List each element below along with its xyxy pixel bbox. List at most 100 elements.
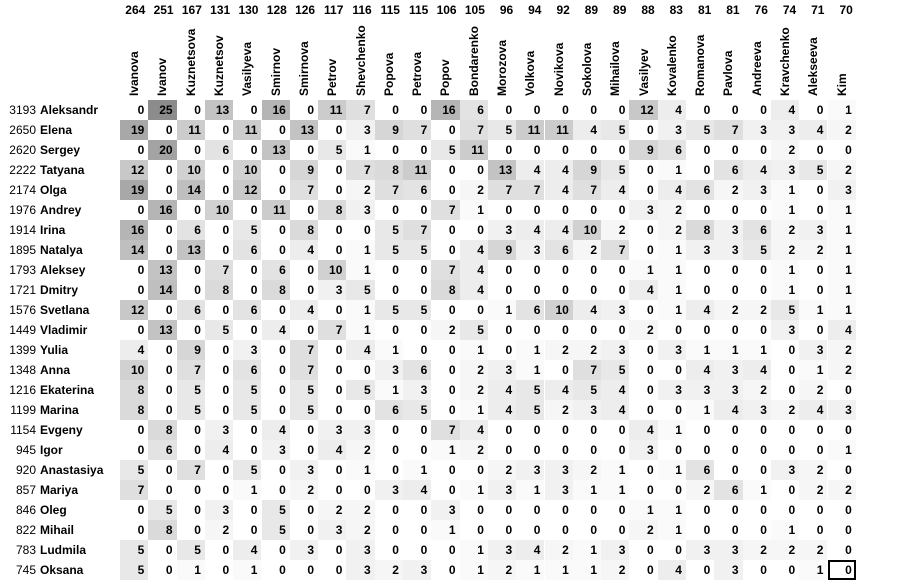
heatmap-cell: 0 [148,400,177,420]
heatmap-cell: 1 [176,560,205,580]
heatmap-cell: 0 [204,400,234,420]
heatmap-cell: 1 [742,480,771,500]
heatmap-cell: 2 [629,320,658,340]
heatmap-cell: 0 [403,340,432,360]
heatmap-cell: 2 [601,220,630,240]
heatmap-cell: 0 [374,440,403,460]
row-name: Anastasiya [40,463,104,477]
heatmap-cell: 1 [459,480,488,500]
column-count: 89 [613,3,627,17]
heatmap-cell: 9 [176,340,205,360]
heatmap-cell: 4 [516,160,545,180]
heatmap-cell: 2 [799,240,828,260]
heatmap-cell: 13 [176,240,205,260]
heatmap-cell: 0 [261,340,290,360]
heatmap-cell: 0 [374,520,403,540]
heatmap-cell: 2 [459,440,488,460]
heatmap-cell: 11 [233,120,262,140]
heatmap-cell: 0 [799,260,828,280]
heatmap-cell: 0 [629,400,658,420]
heatmap-cell: 3 [827,180,856,200]
heatmap-cell: 4 [516,540,545,560]
heatmap-cell: 4 [544,220,573,240]
heatmap-cell: 0 [601,140,630,160]
heatmap-cell: 0 [770,440,800,460]
heatmap-cell: 0 [176,280,205,300]
heatmap-cell: 0 [799,440,828,460]
heatmap-cell: 0 [686,420,715,440]
row-count: 1154 [10,423,36,437]
heatmap-cell: 13 [487,160,517,180]
heatmap-cell: 2 [346,440,375,460]
column-count: 115 [408,3,429,17]
heatmap-cell: 0 [289,440,319,460]
heatmap-cell: 2 [827,480,856,500]
heatmap-cell: 0 [799,420,828,440]
heatmap-cell: 1 [516,340,545,360]
heatmap-cell: 0 [374,500,403,520]
heatmap-cell: 10 [544,300,573,320]
heatmap-cell: 0 [487,340,517,360]
heatmap-cell: 1 [572,480,602,500]
column-count: 167 [181,3,202,17]
heatmap-cell: 4 [799,120,828,140]
row-count: 2174 [9,183,36,197]
row-count: 920 [15,463,36,477]
heatmap-cell: 7 [289,340,319,360]
heatmap-cell: 2 [657,220,686,240]
heatmap-cell: 8 [120,380,149,400]
heatmap-cell: 0 [487,280,517,300]
heatmap-cell: 0 [261,300,290,320]
heatmap-cell: 0 [714,460,743,480]
heatmap-cell: 0 [403,540,432,560]
heatmap-cell: 6 [374,400,403,420]
heatmap-cell: 3 [601,540,630,560]
heatmap-cell: 1 [657,500,686,520]
heatmap-cell: 0 [572,200,602,220]
heatmap-cell: 4 [601,400,630,420]
heatmap-cell: 0 [572,260,602,280]
column-name: Popov [438,59,453,96]
heatmap-cell: 1 [487,300,517,320]
heatmap-cell: 0 [770,340,800,360]
heatmap-cell: 2 [827,360,856,380]
heatmap-cell: 3 [516,460,545,480]
heatmap-cell: 0 [714,500,743,520]
heatmap-cell: 4 [261,320,290,340]
heatmap-cell: 5 [148,500,177,520]
heatmap-cell: 0 [657,480,686,500]
heatmap-cell: 3 [346,200,375,220]
column-name: Pavlova [721,50,736,96]
heatmap-cell: 0 [318,460,347,480]
heatmap-cell: 2 [289,480,319,500]
row-count: 2222 [9,163,36,177]
heatmap-cell: 11 [544,120,573,140]
heatmap-cell: 1 [233,480,262,500]
heatmap-cell: 0 [686,160,715,180]
heatmap-cell: 5 [176,400,205,420]
heatmap-cell: 0 [289,560,319,580]
heatmap-cell: 0 [431,240,460,260]
heatmap-cell: 5 [289,400,319,420]
heatmap-cell: 0 [120,520,149,540]
heatmap-cell: 4 [601,180,630,200]
heatmap-cell: 5 [601,160,630,180]
heatmap-cell: 0 [261,400,290,420]
heatmap-cell: 6 [459,100,488,120]
column-name: Kravchenko [778,27,793,96]
heatmap-cell: 0 [827,460,856,480]
heatmap-cell: 0 [714,440,743,460]
heatmap-cell: 3 [544,460,573,480]
heatmap-cell: 0 [204,120,234,140]
heatmap-cell: 1 [827,200,856,220]
heatmap-cell: 14 [176,180,205,200]
column-name: Kuznetsov [212,35,227,96]
heatmap-cell: 3 [770,460,800,480]
heatmap-cell: 5 [233,400,262,420]
heatmap-cell: 0 [459,300,488,320]
heatmap-cell: 0 [431,360,460,380]
heatmap-cell[interactable]: 0 [827,560,856,580]
heatmap-cell: 0 [544,100,573,120]
heatmap-cell: 2 [714,180,743,200]
heatmap-cell: 0 [544,360,573,380]
